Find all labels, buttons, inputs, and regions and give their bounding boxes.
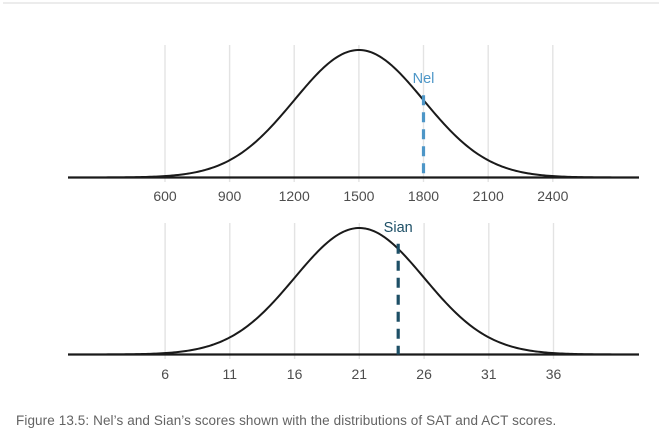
density-curve [68, 49, 638, 179]
tick-label: 900 [218, 188, 242, 204]
tick-label: 21 [352, 366, 368, 382]
tick-label: 16 [287, 366, 303, 382]
tick-label: 1200 [279, 188, 310, 204]
density-curve [68, 227, 638, 356]
act-distribution-chart: 6 11 16 21 26 31 36 Sian [68, 220, 639, 382]
figure-caption: Figure 13.5: Nel’s and Sian’s scores sho… [16, 413, 557, 428]
sat-distribution-chart: 600 900 1200 1500 1800 2100 2400 Nel [68, 45, 639, 204]
tick-label: 11 [223, 366, 238, 382]
top-divider [3, 2, 659, 4]
tick-label: 1500 [343, 188, 374, 204]
tick-label: 31 [481, 366, 497, 382]
charts-canvas: 600 900 1200 1500 1800 2100 2400 Nel 6 11 16 21 26 3… [68, 45, 639, 382]
tick-label: 6 [161, 366, 169, 382]
tick-label: 600 [153, 188, 177, 204]
tick-label: 2400 [537, 188, 568, 204]
score-marker-label: Nel [413, 71, 435, 87]
score-marker-label: Sian [384, 220, 413, 236]
tick-label: 26 [416, 366, 432, 382]
tick-label: 1800 [408, 188, 439, 204]
tick-label: 36 [546, 366, 562, 382]
tick-label: 2100 [473, 188, 504, 204]
